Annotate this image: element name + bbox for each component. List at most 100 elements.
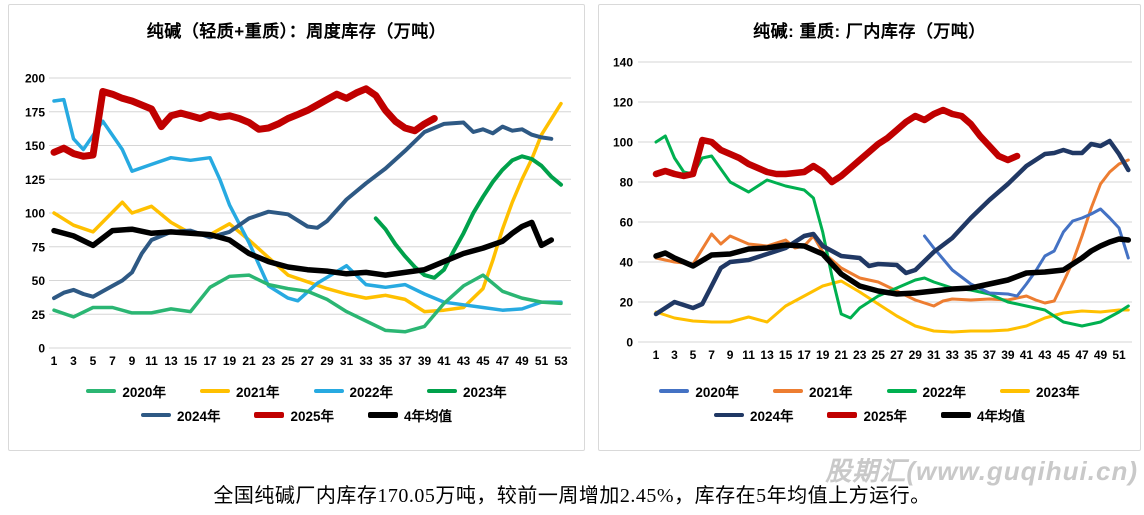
legend-label: 2021年 <box>808 385 853 400</box>
legend-item: 2022年 <box>313 381 394 401</box>
svg-text:7: 7 <box>708 348 715 362</box>
legend-item: 2021年 <box>199 381 280 401</box>
legend-item: 2023年 <box>1000 381 1080 401</box>
svg-text:41: 41 <box>1020 348 1034 362</box>
svg-text:1: 1 <box>51 354 58 368</box>
legend-label: 2022年 <box>922 385 967 400</box>
svg-text:51: 51 <box>1112 348 1126 362</box>
left-chart-title: 纯碱（轻质+重质）：周度库存（万吨） <box>146 22 447 41</box>
legend-item: 2025年 <box>254 405 334 425</box>
legend-row: 2024年 2025年 4年均值 <box>140 405 452 425</box>
legend-row: 2020年 2021年 2022年 2023年 <box>659 381 1080 401</box>
svg-text:23: 23 <box>262 354 276 368</box>
legend-item: 4年均值 <box>368 405 452 425</box>
legend-label: 2020年 <box>695 385 739 400</box>
svg-text:140: 140 <box>613 56 633 70</box>
svg-text:20: 20 <box>620 296 634 310</box>
legend-row: 2020年 2021年 2022年 2023年 <box>86 381 507 401</box>
svg-text:13: 13 <box>760 348 774 362</box>
legend-item: 4年均值 <box>941 405 1025 425</box>
svg-text:27: 27 <box>890 348 904 362</box>
svg-text:100: 100 <box>25 207 45 221</box>
legend-swatch-line <box>886 389 917 393</box>
svg-text:5: 5 <box>90 354 97 368</box>
legend-item: 2024年 <box>140 405 220 425</box>
svg-text:47: 47 <box>1075 348 1089 362</box>
legend-item: 2023年 <box>427 381 507 401</box>
left-chart-legend: 2020年 2021年 2022年 2023年 2024年 2025年 4年均值 <box>9 381 584 425</box>
svg-text:11: 11 <box>742 348 755 362</box>
legend-label: 2025年 <box>863 409 908 424</box>
svg-text:1: 1 <box>653 348 660 362</box>
svg-text:60: 60 <box>620 216 634 230</box>
svg-text:47: 47 <box>496 354 510 368</box>
svg-text:19: 19 <box>223 354 237 368</box>
svg-text:43: 43 <box>457 354 471 368</box>
legend-item: 2020年 <box>86 381 166 401</box>
legend-label: 2021年 <box>235 385 280 400</box>
svg-text:50: 50 <box>32 274 46 288</box>
svg-text:25: 25 <box>281 354 295 368</box>
svg-text:0: 0 <box>38 342 45 356</box>
svg-text:3: 3 <box>671 348 678 362</box>
chart-panel-total-inventory: 纯碱（轻质+重质）：周度库存（万吨） 0 25 50 75 100 125 150 175 20… <box>8 4 585 451</box>
svg-text:27: 27 <box>301 354 315 368</box>
svg-text:35: 35 <box>379 354 393 368</box>
svg-text:49: 49 <box>1094 348 1108 362</box>
legend-label: 4年均值 <box>404 409 453 424</box>
svg-text:150: 150 <box>25 139 45 153</box>
svg-text:125: 125 <box>25 173 45 187</box>
bottom-strip: 股期汇(www.guqihui.cn) 全国纯碱厂内库存170.05万吨，较前一… <box>0 451 1144 515</box>
svg-text:40: 40 <box>620 256 634 270</box>
legend-swatch-line <box>368 412 399 418</box>
legend-item: 2021年 <box>772 381 853 401</box>
svg-text:3: 3 <box>70 354 77 368</box>
legend-swatch-line <box>427 389 458 393</box>
svg-text:9: 9 <box>129 354 136 368</box>
right-chart-title: 纯碱: 重质: 厂内库存（万吨） <box>753 22 986 41</box>
legend-item: 2020年 <box>659 381 739 401</box>
svg-text:41: 41 <box>437 354 451 368</box>
svg-text:43: 43 <box>1038 348 1052 362</box>
legend-swatch-line <box>659 389 690 393</box>
svg-text:51: 51 <box>535 354 549 368</box>
svg-text:15: 15 <box>184 354 198 368</box>
svg-text:35: 35 <box>964 348 978 362</box>
legend-label: 2025年 <box>290 409 335 424</box>
svg-text:5: 5 <box>690 348 697 362</box>
summary-caption: 全国纯碱厂内库存170.05万吨，较前一周增加2.45%，库存在5年均值上方运行… <box>213 485 931 507</box>
svg-text:200: 200 <box>25 72 45 86</box>
svg-text:175: 175 <box>25 105 45 119</box>
legend-swatch-line <box>827 412 858 418</box>
charts-row: 纯碱（轻质+重质）：周度库存（万吨） 0 25 50 75 100 125 150 175 20… <box>8 4 1141 451</box>
legend-swatch-line <box>199 389 230 393</box>
svg-text:31: 31 <box>927 348 941 362</box>
legend-row: 2024年 2025年 4年均值 <box>713 405 1025 425</box>
svg-text:17: 17 <box>203 354 217 368</box>
svg-text:9: 9 <box>727 348 734 362</box>
svg-text:37: 37 <box>398 354 412 368</box>
svg-text:7: 7 <box>109 354 116 368</box>
legend-label: 2023年 <box>463 385 507 400</box>
svg-text:21: 21 <box>242 354 256 368</box>
legend-label: 2022年 <box>349 385 394 400</box>
svg-text:45: 45 <box>476 354 490 368</box>
svg-text:37: 37 <box>983 348 997 362</box>
svg-text:33: 33 <box>946 348 960 362</box>
legend-item: 2022年 <box>886 381 967 401</box>
svg-text:11: 11 <box>145 354 158 368</box>
watermark: 股期汇(www.guqihui.cn) <box>825 456 1138 486</box>
legend-label: 2023年 <box>1036 385 1080 400</box>
svg-text:45: 45 <box>1057 348 1071 362</box>
legend-label: 2024年 <box>749 409 794 424</box>
chart-panel-heavy-inventory: 纯碱: 重质: 厂内库存（万吨） 0 20 40 60 80 100 120 140 1 3 5 7 9… <box>598 4 1141 451</box>
legend-swatch-line <box>254 412 285 418</box>
svg-text:31: 31 <box>340 354 354 368</box>
legend-item: 2024年 <box>713 405 794 425</box>
legend-swatch-line <box>86 389 117 393</box>
svg-text:80: 80 <box>620 176 634 190</box>
legend-swatch-line <box>1000 389 1031 393</box>
svg-text:17: 17 <box>798 348 812 362</box>
svg-text:13: 13 <box>164 354 178 368</box>
